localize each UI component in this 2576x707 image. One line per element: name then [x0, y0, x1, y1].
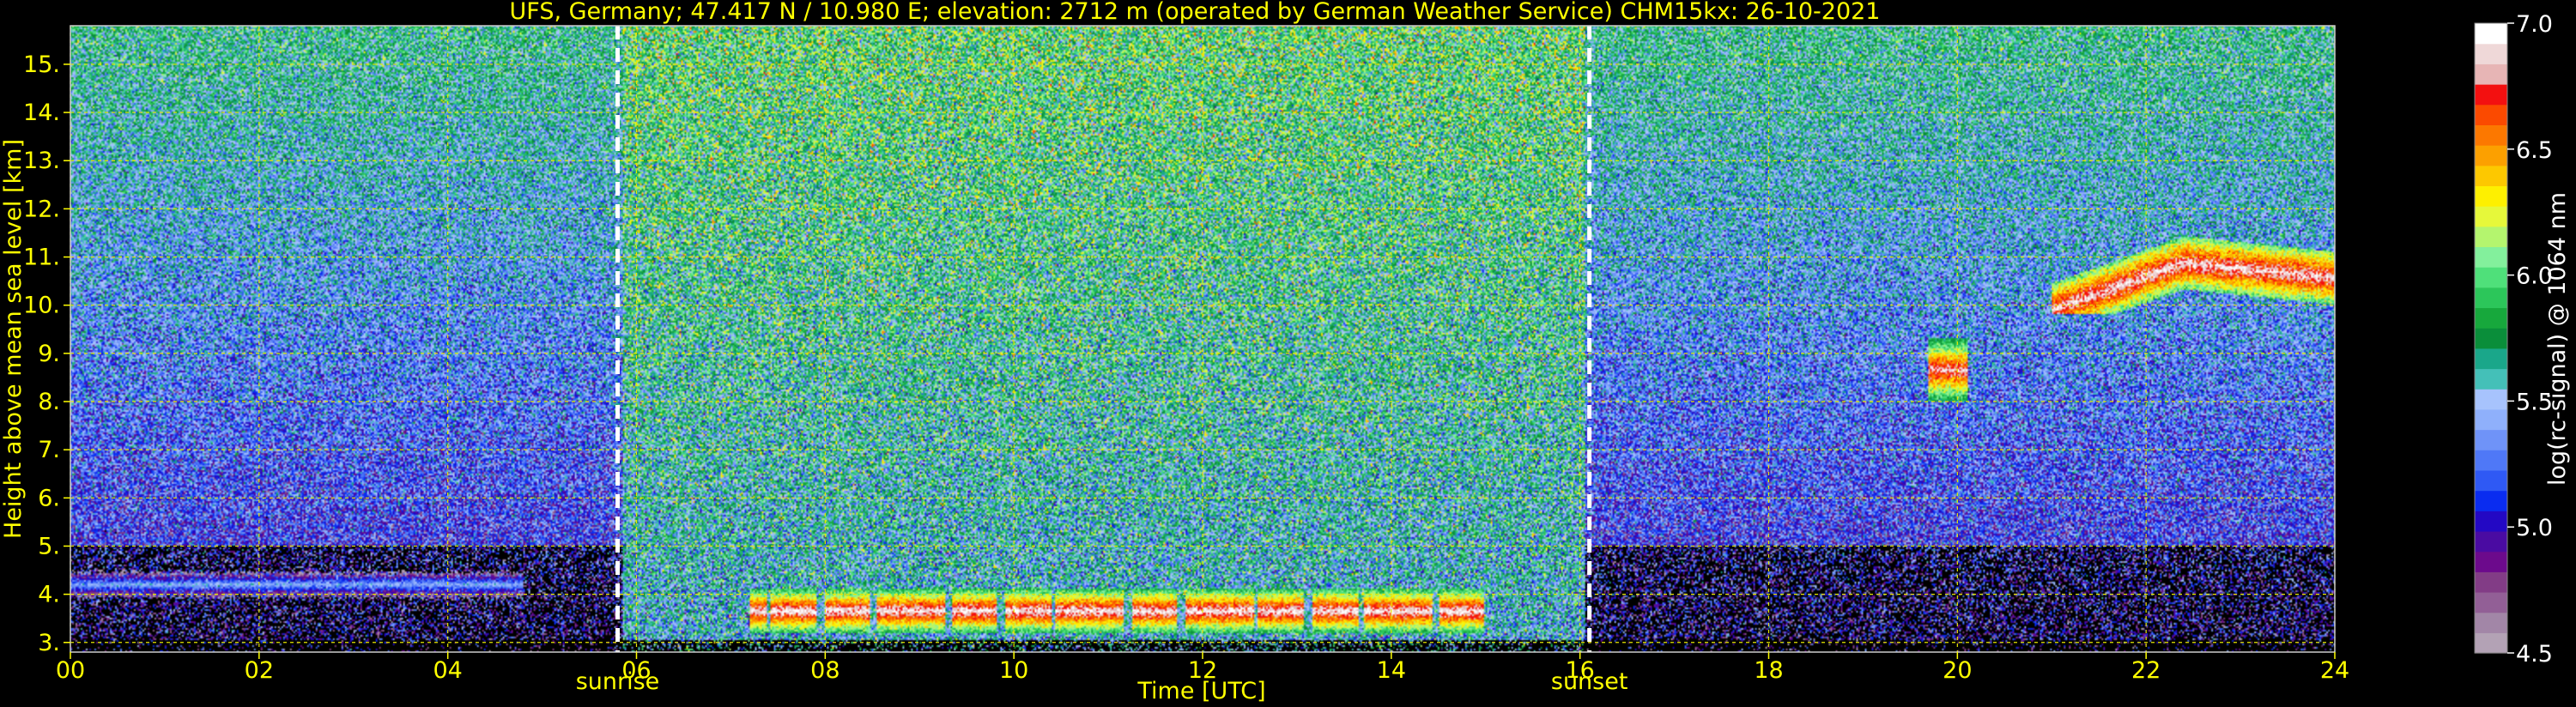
colorbar-swatch	[2475, 145, 2507, 166]
colorbar-swatch	[2475, 84, 2507, 106]
x-tick-label: 10	[999, 657, 1028, 684]
plot-area	[70, 26, 2335, 652]
colorbar-swatch	[2475, 63, 2507, 85]
backscatter-heatmap	[70, 26, 2335, 652]
y-tick-label: 5.	[38, 533, 60, 559]
colorbar-swatch	[2475, 490, 2507, 511]
colorbar-swatch	[2475, 165, 2507, 187]
colorbar-swatch	[2475, 530, 2507, 553]
x-axis-title: Time [UTC]	[1136, 678, 1265, 704]
y-tick-label: 9.	[38, 341, 60, 367]
y-axis-title: Height above mean sea level [km]	[0, 139, 27, 539]
y-tick-label: 15.	[23, 51, 60, 78]
colorbar-swatch	[2475, 206, 2507, 227]
colorbar-swatch	[2475, 511, 2507, 532]
colorbar-swatch	[2475, 450, 2507, 471]
colorbar-swatch	[2475, 571, 2507, 593]
sunset-label: sunset	[1551, 668, 1628, 695]
colorbar-tick-label: 7.0	[2516, 11, 2553, 38]
colorbar-swatch	[2475, 408, 2507, 431]
colorbar-tick-label: 5.0	[2516, 515, 2553, 541]
y-tick-label: 10.	[23, 293, 60, 319]
colorbar-swatch	[2475, 43, 2507, 64]
y-tick-label: 13.	[23, 148, 60, 174]
colorbar-swatch	[2475, 267, 2507, 288]
colorbar-tick-label: 6.5	[2516, 137, 2553, 164]
y-tick-label: 7.	[38, 437, 60, 463]
x-tick-label: 06	[621, 657, 651, 684]
x-tick-label: 24	[2320, 657, 2349, 684]
colorbar-tick-label: 5.5	[2516, 389, 2553, 415]
colorbar-swatch	[2475, 347, 2507, 370]
colorbar-swatch	[2475, 226, 2507, 248]
colorbar-label: log(rc-signal) @ 1064 nm	[2544, 192, 2571, 486]
y-tick-label: 3.	[38, 630, 60, 656]
colorbar-swatch	[2475, 307, 2507, 329]
colorbar-swatch	[2475, 185, 2507, 207]
x-tick-label: 14	[1377, 657, 1406, 684]
y-tick-label: 4.	[38, 582, 60, 608]
colorbar: 4.5 5.0 5.5 6.0 6.5 7.0	[2474, 11, 2553, 668]
sunrise-label: sunrise	[576, 668, 660, 695]
colorbar-swatch	[2475, 389, 2507, 410]
y-tick-label: 14.	[23, 100, 60, 126]
x-tick-label: 22	[2131, 657, 2161, 684]
colorbar-swatch	[2475, 591, 2507, 613]
colorbar-swatch	[2475, 328, 2507, 349]
colorbar-tick-label: 4.5	[2516, 641, 2553, 668]
y-tick-label: 11.	[23, 245, 60, 271]
colorbar-swatch	[2475, 104, 2507, 125]
x-tick-label: 00	[56, 657, 85, 684]
axes: 00 02 04 06 08 10 12 14 16 18 20 22 24 3. 4. 5. 6. 7. 8. 9.…	[23, 25, 2349, 684]
colorbar-frame	[2474, 22, 2508, 654]
y-tick-label: 12.	[23, 196, 60, 222]
x-tick-label: 16	[1565, 657, 1594, 684]
x-tick-label: 20	[1943, 657, 1972, 684]
x-tick-label: 12	[1188, 657, 1217, 684]
colorbar-swatch	[2475, 429, 2507, 450]
x-tick-label: 02	[245, 657, 274, 684]
x-tick-label: 08	[810, 657, 839, 684]
y-tick-label: 8.	[38, 389, 60, 415]
x-tick-label: 04	[433, 657, 462, 684]
x-tick-label: 18	[1754, 657, 1783, 684]
colorbar-swatch	[2475, 612, 2507, 633]
colorbar-swatch	[2475, 632, 2507, 654]
sun-event-markers: sunrise sunset	[576, 26, 1628, 695]
y-tick-label: 6.	[38, 485, 60, 511]
colorbar-swatch	[2475, 23, 2507, 45]
colorbar-swatch	[2475, 469, 2507, 492]
colorbar-tick-label: 6.0	[2516, 263, 2553, 290]
colorbar-swatch	[2475, 287, 2507, 309]
chart-title: UFS, Germany; 47.417 N / 10.980 E; eleva…	[510, 0, 1881, 25]
colorbar-swatch	[2475, 124, 2507, 146]
colorbar-swatch	[2475, 246, 2507, 268]
colorbar-swatch	[2475, 368, 2507, 390]
colorbar-swatch	[2475, 551, 2507, 572]
